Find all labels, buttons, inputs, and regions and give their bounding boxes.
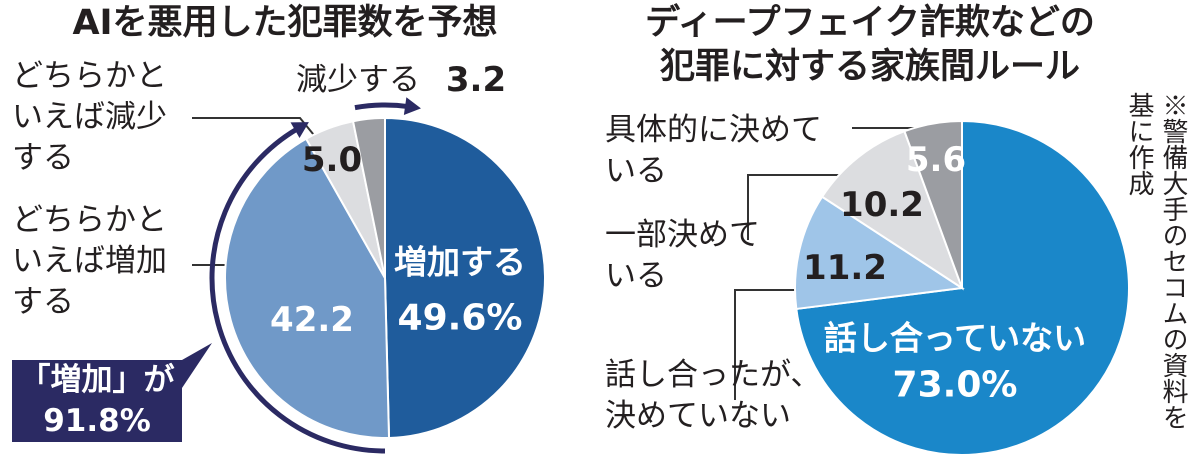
source-note: ※警備大手のセコムの資料を基に作成 [1124, 92, 1188, 430]
category-label: 減少する [296, 62, 420, 98]
pie-slice [351, 116, 386, 279]
chart-title: ディープフェイク詐欺などの 犯罪に対する家族間ルール [645, 3, 1095, 87]
leader-line [734, 289, 812, 400]
value-label: 49.6% [397, 297, 523, 339]
value-label: 3.2 [445, 59, 507, 100]
category-label: 話し合ったが、決めていない [605, 357, 822, 434]
pie-slice [794, 195, 965, 311]
value-label: 11.2 [803, 247, 887, 288]
arrow-arc [354, 102, 410, 111]
decorations [192, 117, 932, 400]
value-label: 73.0% [892, 364, 1018, 406]
arrow-head [290, 122, 309, 138]
category-label: 具体的に決めている [605, 112, 822, 189]
category-label: 増加する [394, 242, 526, 282]
leader-line [747, 174, 860, 240]
value-label: 42.2 [270, 299, 354, 340]
category-label: 一部決めている [605, 217, 760, 294]
chart-title: AIを悪用した犯罪数を予想 [72, 3, 498, 43]
value-label: 10.2 [840, 184, 924, 225]
category-label: どちらかといえば増加する [12, 202, 167, 320]
category-label: どちらかといえば減少する [12, 58, 167, 176]
arrow-arc [209, 126, 386, 454]
callout-box [12, 343, 212, 442]
callout-text: 「増加」が 91.8% [19, 362, 175, 439]
leader-line [192, 117, 319, 141]
pie-slice [384, 116, 546, 439]
value-label: 5.6 [905, 139, 967, 180]
pie-slice [820, 129, 964, 291]
value-label: 5.0 [301, 139, 363, 180]
category-label: 話し合っていない [823, 318, 1087, 358]
arrow-head [403, 97, 421, 116]
pie-slice [903, 119, 963, 289]
